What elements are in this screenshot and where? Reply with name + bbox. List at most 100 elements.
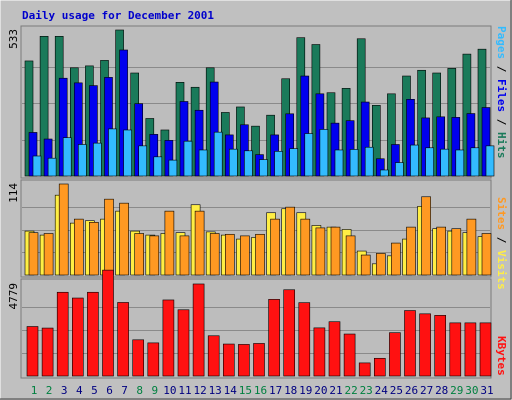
x-tick-label: 2 xyxy=(46,384,53,397)
x-tick-label: 25 xyxy=(390,384,403,397)
x-tick-label: 15 xyxy=(239,384,252,397)
legend-label: Files xyxy=(495,79,508,112)
bar-sites-day-29 xyxy=(451,228,462,276)
x-tick-label: 11 xyxy=(178,384,191,397)
bar-pages-day-4 xyxy=(78,144,87,177)
bar-sites-day-9 xyxy=(149,235,160,276)
bar-pages-day-5 xyxy=(93,142,102,177)
x-tick-label: 16 xyxy=(254,384,267,397)
bar-pages-day-20 xyxy=(319,129,329,177)
bar-sites-day-16 xyxy=(255,233,265,276)
x-tick-label: 17 xyxy=(269,384,282,397)
bar-pages-day-6 xyxy=(108,128,117,177)
bar-kbytes-day-24 xyxy=(373,357,386,377)
bar-pages-day-13 xyxy=(213,131,223,177)
bar-pages-day-28 xyxy=(440,148,450,177)
bar-sites-day-25 xyxy=(391,242,401,276)
panel-bottom: 4779 KBytes xyxy=(7,269,508,379)
x-axis-ticks: 1 2 3 4 5 6 7 8 9 10 11 12 13 14 15 16 17 18 19 20 21 22 23 24 2… xyxy=(31,384,494,397)
bar-sites-day-1 xyxy=(28,232,39,276)
bar-kbytes-day-7 xyxy=(117,302,129,377)
bar-kbytes-day-10 xyxy=(162,299,175,377)
bar-sites-day-22 xyxy=(345,235,356,276)
chart-title: Daily usage for December 2001 xyxy=(22,9,214,22)
x-tick-label: 5 xyxy=(91,384,98,397)
panel-bottom-bars xyxy=(26,269,492,377)
bar-sites-day-2 xyxy=(43,233,54,276)
bar-kbytes-day-1 xyxy=(26,326,39,377)
x-tick-label: 8 xyxy=(136,384,143,397)
bar-kbytes-day-9 xyxy=(147,342,160,377)
x-tick-label: 3 xyxy=(61,384,68,397)
bar-sites-day-27 xyxy=(421,196,431,276)
bar-pages-day-23 xyxy=(364,146,374,177)
x-tick-label: 1 xyxy=(31,384,38,397)
bar-kbytes-day-8 xyxy=(132,339,144,377)
bar-pages-day-2 xyxy=(47,157,57,177)
bar-sites-day-31 xyxy=(481,233,492,276)
legend-label: / xyxy=(495,112,508,132)
bar-pages-day-29 xyxy=(455,149,465,177)
bar-kbytes-day-15 xyxy=(238,344,250,377)
bar-sites-day-5 xyxy=(89,222,99,276)
bar-pages-day-9 xyxy=(153,156,163,177)
x-tick-label: 7 xyxy=(121,384,128,397)
bar-sites-day-13 xyxy=(209,233,220,276)
bar-sites-day-19 xyxy=(300,218,311,276)
bar-kbytes-day-28 xyxy=(434,315,447,377)
legend-label: / xyxy=(495,230,508,250)
panel-top-bars xyxy=(24,29,495,177)
panel-middle: 114 Sites / Visits xyxy=(7,179,508,290)
bar-sites-day-23 xyxy=(360,254,371,276)
x-tick-label: 9 xyxy=(151,384,158,397)
panel-middle-bars xyxy=(24,183,492,276)
bar-pages-day-7 xyxy=(123,129,132,177)
legend-label: KBytes xyxy=(495,336,508,376)
bar-pages-day-8 xyxy=(138,145,147,177)
bar-sites-day-6 xyxy=(104,198,114,276)
bar-pages-day-24 xyxy=(379,169,389,177)
panel-bottom-legend: KBytes xyxy=(495,336,508,376)
bar-pages-day-10 xyxy=(168,159,178,177)
bar-kbytes-day-17 xyxy=(268,299,280,377)
bar-pages-day-16 xyxy=(259,159,268,177)
bar-pages-day-26 xyxy=(410,144,419,177)
bar-pages-day-22 xyxy=(349,149,359,177)
x-tick-label: 6 xyxy=(106,384,113,397)
x-tick-label: 20 xyxy=(314,384,327,397)
bar-kbytes-day-22 xyxy=(343,333,356,377)
x-tick-label: 12 xyxy=(193,384,206,397)
panel-bottom-ymax: 4779 xyxy=(7,283,20,310)
bar-pages-day-30 xyxy=(470,147,480,177)
bar-pages-day-31 xyxy=(485,145,495,177)
bar-sites-day-18 xyxy=(285,206,296,276)
x-tick-label: 27 xyxy=(420,384,433,397)
x-tick-label: 4 xyxy=(76,384,83,397)
bar-pages-day-3 xyxy=(62,137,72,177)
bar-sites-day-8 xyxy=(134,233,144,276)
x-tick-label: 26 xyxy=(405,384,418,397)
bar-kbytes-day-6 xyxy=(102,269,114,377)
bar-sites-day-14 xyxy=(225,233,235,276)
bar-pages-day-18 xyxy=(289,148,299,177)
bar-sites-day-20 xyxy=(315,227,326,276)
panel-top-legend: Pages / Files / Hits xyxy=(495,26,508,159)
bar-kbytes-day-21 xyxy=(328,321,341,377)
bar-pages-day-21 xyxy=(334,149,344,177)
bar-sites-day-26 xyxy=(406,226,416,276)
legend-label: Hits xyxy=(495,132,508,159)
bar-kbytes-day-26 xyxy=(404,310,416,377)
x-tick-label: 13 xyxy=(209,384,222,397)
x-tick-label: 14 xyxy=(224,384,238,397)
x-tick-label: 10 xyxy=(163,384,176,397)
bar-sites-day-3 xyxy=(58,183,69,276)
bar-pages-day-17 xyxy=(274,151,283,177)
bar-sites-day-11 xyxy=(179,235,190,276)
bar-kbytes-day-30 xyxy=(464,322,477,377)
bar-pages-day-25 xyxy=(395,162,404,177)
x-tick-label: 23 xyxy=(360,384,373,397)
x-tick-label: 30 xyxy=(465,384,478,397)
bar-pages-day-15 xyxy=(244,150,253,177)
x-tick-label: 28 xyxy=(435,384,448,397)
